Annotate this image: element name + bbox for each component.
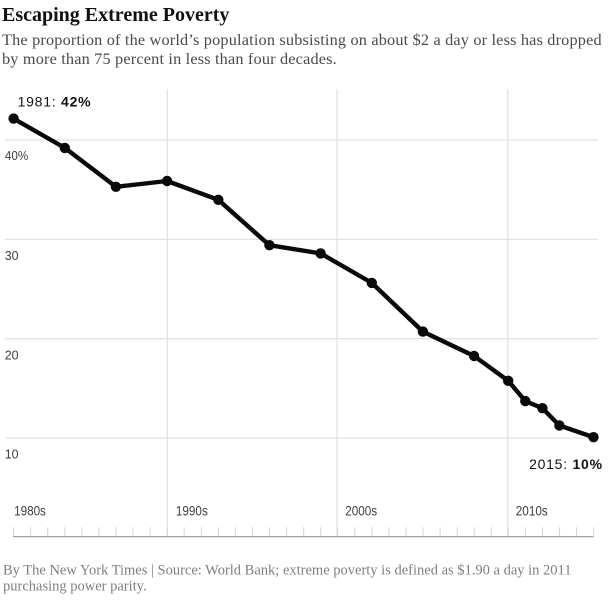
svg-text:10: 10 (5, 446, 19, 461)
svg-text:2015: 10%: 2015: 10% (529, 456, 603, 472)
svg-text:The proportion of the world’s: The proportion of the world’s population… (2, 30, 602, 49)
svg-text:by more than 75 percent in les: by more than 75 percent in less than fou… (2, 49, 337, 68)
svg-text:Escaping Extreme Poverty: Escaping Extreme Poverty (2, 4, 229, 26)
svg-text:2010s: 2010s (516, 504, 548, 519)
svg-text:40%: 40% (5, 148, 29, 163)
svg-text:1990s: 1990s (176, 504, 208, 519)
svg-text:30: 30 (5, 248, 19, 263)
svg-text:2000s: 2000s (345, 504, 377, 519)
svg-text:By The New York Times | Source: By The New York Times | Source: World Ba… (3, 562, 572, 578)
svg-text:20: 20 (5, 348, 19, 363)
svg-text:1980s: 1980s (14, 504, 46, 519)
svg-text:purchasing power parity.: purchasing power parity. (3, 578, 147, 594)
svg-text:1981: 42%: 1981: 42% (18, 94, 92, 110)
